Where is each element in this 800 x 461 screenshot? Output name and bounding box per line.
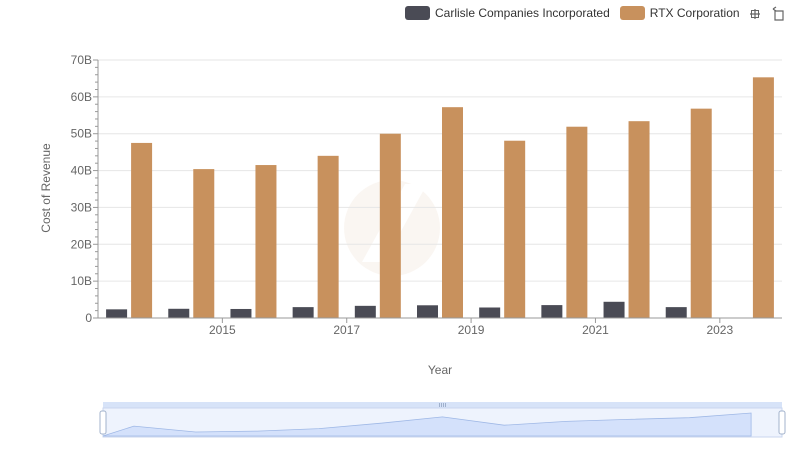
zoom-slider-top-bar[interactable] [103,402,782,409]
legend-swatch [405,6,430,20]
bar-rtx-2016[interactable] [255,165,277,318]
bar-carlisle-2019[interactable] [417,305,438,318]
y-tick-label: 20B [71,237,92,251]
bar-carlisle-2021[interactable] [541,305,563,318]
bar-carlisle-2020[interactable] [479,307,501,318]
bar-rtx-2021[interactable] [566,126,588,318]
data-zoom-slider[interactable] [99,402,786,438]
legend-label: RTX Corporation [649,6,740,20]
zoom-handle-right[interactable] [778,410,786,435]
zoom-grip-icon [439,403,446,407]
y-tick-label: 60B [71,90,92,104]
bar-carlisle-2017[interactable] [292,307,314,318]
bar-rtx-2019[interactable] [442,107,463,318]
x-tick-label: 2023 [706,323,733,337]
bar-rtx-2014[interactable] [131,142,153,318]
y-tick-label: 50B [71,127,92,141]
bar-carlisle-2015[interactable] [168,308,190,318]
bar-rtx-2023[interactable] [690,108,712,318]
zoom-preview-area [102,412,752,437]
y-tick-label: 0 [85,311,92,325]
bar-rtx-2022[interactable] [628,121,650,318]
legend-label: Carlisle Companies Incorporated [435,6,610,20]
x-tick-label: 2017 [333,323,360,337]
bar-carlisle-2022[interactable] [603,301,625,318]
bar-rtx-2015[interactable] [193,169,215,318]
y-tick-label: 30B [71,200,92,214]
x-axis-label: Year [428,363,452,377]
bar-carlisle-2023[interactable] [665,307,687,318]
bar-rtx-2018[interactable] [379,133,401,318]
bar-carlisle-2014[interactable] [106,309,128,318]
x-tick-label: 2021 [582,323,609,337]
bar-carlisle-2018[interactable] [354,305,376,318]
y-tick-label: 10B [71,274,92,288]
chart-legend: Carlisle Companies Incorporated RTX Corp… [405,4,750,22]
zoom-reset-icon[interactable] [770,5,788,23]
y-axis-label: Cost of Revenue [39,143,53,233]
bar-rtx-2024[interactable] [752,77,774,318]
y-tick-label: 40B [71,164,92,178]
legend-item-rtx[interactable]: RTX Corporation [619,6,740,20]
chart-toolbar [746,5,794,23]
zoom-icon[interactable] [746,5,764,23]
x-tick-label: 2015 [209,323,236,337]
legend-swatch [619,6,645,20]
y-tick-label: 70B [71,53,92,67]
bar-carlisle-2016[interactable] [230,308,252,318]
bar-rtx-2020[interactable] [504,140,526,318]
x-tick-label: 2019 [458,323,485,337]
bar-rtx-2017[interactable] [317,155,339,318]
legend-item-carlisle[interactable]: Carlisle Companies Incorporated [405,6,610,20]
zoom-handle-left[interactable] [99,410,107,435]
